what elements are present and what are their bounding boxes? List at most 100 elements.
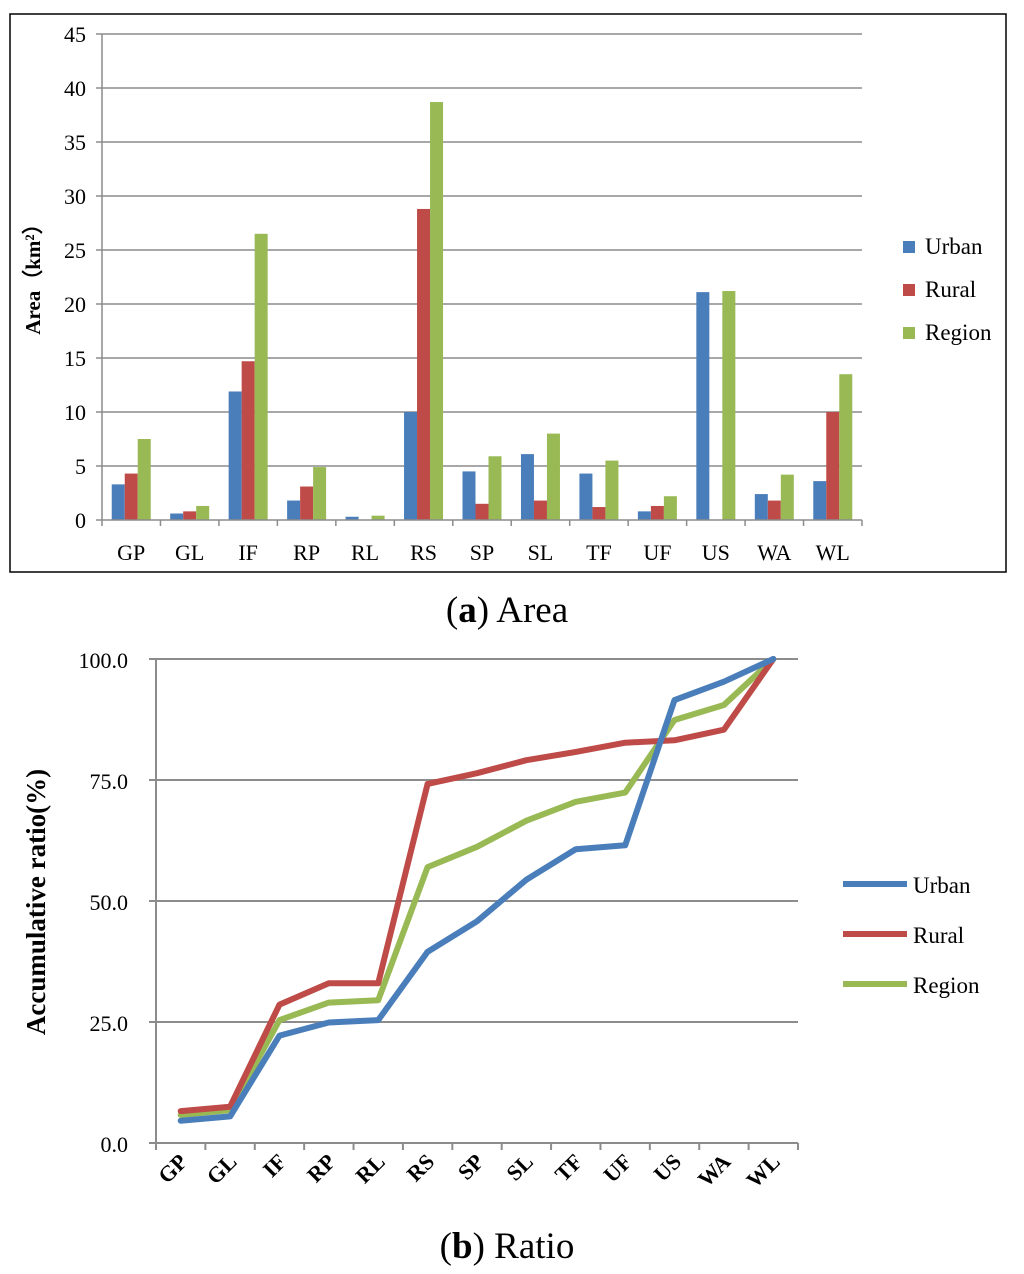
bar-region-tf	[605, 460, 619, 520]
caption-a-text: Area	[489, 590, 568, 631]
bar-urban-wl	[813, 481, 827, 520]
chart-a-bars	[111, 102, 853, 521]
chart-a-y-tick-label: 20	[64, 292, 86, 317]
chart-a-y-tick-label: 25	[64, 238, 86, 263]
chart-a-y-tick-label: 10	[64, 400, 86, 425]
chart-b-legend: Urban Rural Region	[843, 873, 980, 998]
chart-a-y-tick-label: 40	[64, 76, 86, 101]
chart-a-x-tick-label: TF	[586, 540, 612, 565]
chart-a-x-tick-label: SP	[470, 540, 494, 565]
bar-urban-rs	[404, 412, 418, 520]
chart-b-y-tick-label: 100.0	[79, 648, 129, 673]
chart-a-legend: Urban Rural Region	[903, 234, 992, 345]
legend-label-rural: Rural	[925, 277, 976, 302]
bar-rural-gl	[183, 511, 197, 520]
bar-rural-rp	[300, 486, 314, 520]
bar-region-uf	[663, 496, 677, 520]
bar-region-us	[722, 291, 736, 520]
chart-a-y-tick-label: 35	[64, 130, 86, 155]
chart-b-x-tick-label: RS	[402, 1149, 440, 1187]
chart-b-y-tick-label: 25.0	[90, 1011, 129, 1036]
bar-urban-rl	[345, 516, 359, 520]
chart-b-x-tick-labels: GP GL IF RP RL RS SP SL TF UF US WA WL	[153, 1149, 785, 1193]
bar-region-sl	[546, 433, 560, 520]
bar-urban-uf	[637, 511, 651, 520]
legend-label-region: Region	[925, 320, 992, 345]
legend-label-rural: Rural	[913, 923, 964, 948]
chart-a-x-tick-label: IF	[238, 540, 258, 565]
chart-b-x-tick-label: GP	[153, 1149, 192, 1188]
bar-region-rl	[371, 515, 385, 520]
bar-region-wl	[839, 374, 853, 520]
ratio-line-chart: 0.0 25.0 50.0 75.0 100.0 GP GL IF RP RL RS SP SL TF U…	[21, 648, 980, 1192]
bar-region-wa	[780, 474, 794, 520]
bar-rural-wa	[767, 500, 781, 520]
chart-b-x-tick-label: RP	[302, 1149, 340, 1187]
bar-urban-us	[696, 292, 710, 520]
chart-a-x-tick-label: RL	[351, 540, 379, 565]
chart-a-x-tick-label: GP	[117, 540, 145, 565]
chart-b-x-tick-label: UF	[598, 1149, 636, 1187]
bar-urban-if	[228, 391, 242, 520]
bar-rural-rs	[417, 208, 431, 520]
caption-b-text: Ratio	[485, 1226, 574, 1267]
bar-region-if	[254, 233, 268, 521]
caption-a-letter: a	[458, 590, 477, 631]
chart-b-x-tick-label: TF	[550, 1149, 588, 1187]
legend-swatch-rural	[903, 284, 915, 296]
bar-rural-uf	[650, 505, 664, 520]
caption-b-letter: b	[452, 1226, 473, 1267]
chart-a-x-tick-label: WA	[757, 540, 791, 565]
series-line-region	[177, 656, 777, 1118]
chart-b-x-tick-label: SP	[453, 1149, 489, 1185]
chart-a-y-tick-label: 5	[75, 454, 86, 479]
bar-region-gl	[196, 505, 210, 520]
chart-b-x-tick-label: WA	[693, 1149, 736, 1192]
series-line-rural	[177, 656, 777, 1115]
chart-a-x-tick-label: GL	[175, 540, 204, 565]
chart-a-x-tick-label: RP	[293, 540, 320, 565]
bar-region-sp	[488, 456, 502, 520]
bar-region-gp	[137, 439, 151, 520]
bar-urban-rp	[287, 500, 301, 520]
chart-a-x-tick-label: UF	[643, 540, 671, 565]
legend-label-urban: Urban	[913, 873, 971, 898]
chart-b-x-tick-label: SL	[501, 1149, 538, 1186]
bar-urban-wa	[754, 494, 768, 520]
bar-rural-gp	[124, 473, 138, 520]
chart-b-gridlines	[149, 658, 798, 1144]
chart-b-y-tick-label: 50.0	[90, 890, 129, 915]
chart-b-y-axis-title: Accumulative ratio(%)	[21, 769, 51, 1035]
legend-swatch-urban	[903, 241, 915, 253]
bar-region-rp	[313, 467, 327, 520]
chart-a-x-tick-label: WL	[816, 540, 850, 565]
bar-rural-sp	[475, 503, 489, 520]
chart-a-x-tick-labels: GP GL IF RP RL RS SP SL TF UF US WA WL	[117, 540, 850, 565]
chart-b-series-lines	[177, 656, 777, 1124]
chart-b-y-tick-label: 0.0	[101, 1132, 129, 1157]
chart-a-axes	[101, 34, 863, 526]
legend-swatch-region	[903, 327, 915, 339]
series-line-urban	[177, 656, 777, 1124]
bar-rural-sl	[533, 500, 547, 520]
chart-b-x-tick-label: WL	[741, 1149, 785, 1193]
bar-rural-tf	[592, 507, 606, 520]
chart-b-x-tick-label: GL	[201, 1149, 241, 1189]
chart-b-x-tick-label: RL	[350, 1149, 389, 1188]
bar-urban-sp	[462, 471, 476, 520]
bar-urban-gl	[170, 513, 184, 520]
bar-urban-sl	[520, 454, 534, 520]
chart-a-y-tick-labels: 0 5 10 15 20 25 30 35 40 45	[64, 22, 86, 533]
chart-a-x-tick-label: RS	[410, 540, 437, 565]
chart-a-y-tick-label: 45	[64, 22, 86, 47]
chart-a-x-tick-label: SL	[528, 540, 554, 565]
chart-b-y-tick-labels: 0.0 25.0 50.0 75.0 100.0	[79, 648, 129, 1157]
caption-a: (a) Area	[446, 590, 568, 631]
bar-region-rs	[430, 102, 444, 520]
legend-label-region: Region	[913, 973, 980, 998]
chart-a-x-tick-label: US	[702, 540, 730, 565]
bar-urban-gp	[111, 484, 125, 520]
chart-b-axes	[155, 659, 799, 1150]
chart-a-y-tick-label: 30	[64, 184, 86, 209]
chart-a-y-axis-title: Area（km²）	[21, 213, 45, 334]
